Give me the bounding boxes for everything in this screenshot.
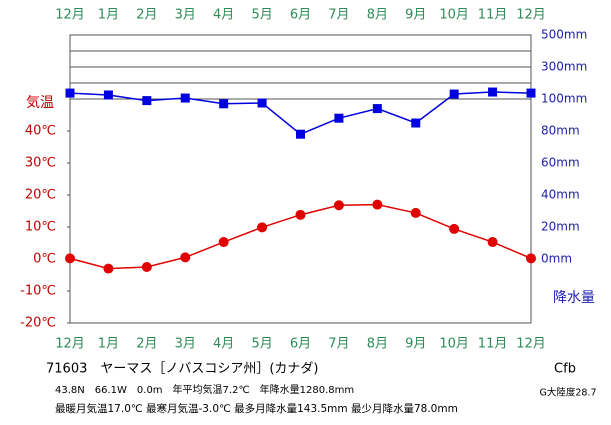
x-tick-label: 2月 [136,8,157,23]
y-tick-label: 10℃ [25,220,56,235]
y2-tick-label: 500mm [541,28,587,42]
x-tick-label: 9月 [405,337,426,352]
x-tick-label: 7月 [328,8,349,23]
point [295,209,306,220]
y-tick-label: 40℃ [25,124,56,139]
point [103,263,114,274]
point [449,223,460,234]
y2-tick-label: 60mm [541,156,580,170]
point [103,90,113,100]
point [333,200,344,211]
x-tick-label: 1月 [98,337,119,352]
point [526,88,536,98]
x-tick-label: 7月 [328,337,349,352]
x-tick-label: 10月 [439,8,469,23]
x-tick-label: 11月 [478,8,508,23]
point [488,87,498,97]
point [410,207,421,218]
x-tick-label: 9月 [405,8,426,23]
x-tick-label: 5月 [251,337,272,352]
series-line [69,91,532,136]
y-tick-label: 30℃ [25,156,56,171]
x-tick-label: 5月 [251,8,272,23]
x-tick-label: 12月 [55,8,85,23]
x-tick-label: 12月 [516,337,546,352]
y2-tick-label: 0mm [541,252,572,266]
y2-tick-label: 80mm [541,124,580,138]
point [65,88,75,98]
x-tick-label: 4月 [213,337,234,352]
info-line: 最暖月気温17.0℃ 最寒月気温-3.0℃ 最多月降水量143.5mm 最少月降… [55,402,458,415]
continentality: G大陸度28.7 [539,387,596,399]
y-tick-label: -10℃ [20,284,56,299]
y-tick-label: 20℃ [25,188,56,203]
point [449,89,459,99]
x-tick-label: 1月 [98,8,119,23]
point [180,252,191,263]
point [65,253,75,264]
x-tick-label: 2月 [136,337,157,352]
y2-axis-label: 降水量 [553,290,595,306]
point [334,113,344,123]
y2-tick-label: 20mm [541,220,580,234]
y2-tick-label: 300mm [541,60,587,74]
x-tick-label: 10月 [439,337,469,352]
point [219,99,229,109]
point [411,118,421,128]
point [257,222,268,233]
point [296,129,305,139]
y-tick-label: 0℃ [33,252,56,267]
point [141,262,152,272]
point [257,98,267,108]
x-tick-label: 4月 [213,8,234,23]
point [526,253,536,264]
x-tick-label: 12月 [55,337,85,352]
x-tick-label: 6月 [290,337,311,352]
x-tick-label: 3月 [175,337,196,352]
x-tick-label: 11月 [478,337,508,352]
station: 71603 ヤーマス［ノバスコシア州］(カナダ) [46,362,319,377]
point [218,237,229,248]
point [372,199,383,210]
point [487,237,498,248]
plot-frame [69,34,532,324]
x-tick-label: 8月 [367,8,388,23]
x-tick-label: 3月 [175,8,196,23]
y-tick-label: -20℃ [20,316,56,331]
y-axis-label: 気温 [26,95,54,111]
point [180,93,190,103]
y2-tick-label: 40mm [541,188,580,202]
x-tick-label: 12月 [516,8,546,23]
point [372,104,382,114]
x-tick-label: 8月 [367,337,388,352]
y2-tick-label: 100mm [541,92,587,106]
info-line: 43.8N 66.1W 0.0m 年平均気温7.2℃ 年降水量1280.8mm [55,383,354,396]
point [142,96,152,106]
x-tick-label: 6月 [290,8,311,23]
climate-class: Cfb [554,362,576,377]
